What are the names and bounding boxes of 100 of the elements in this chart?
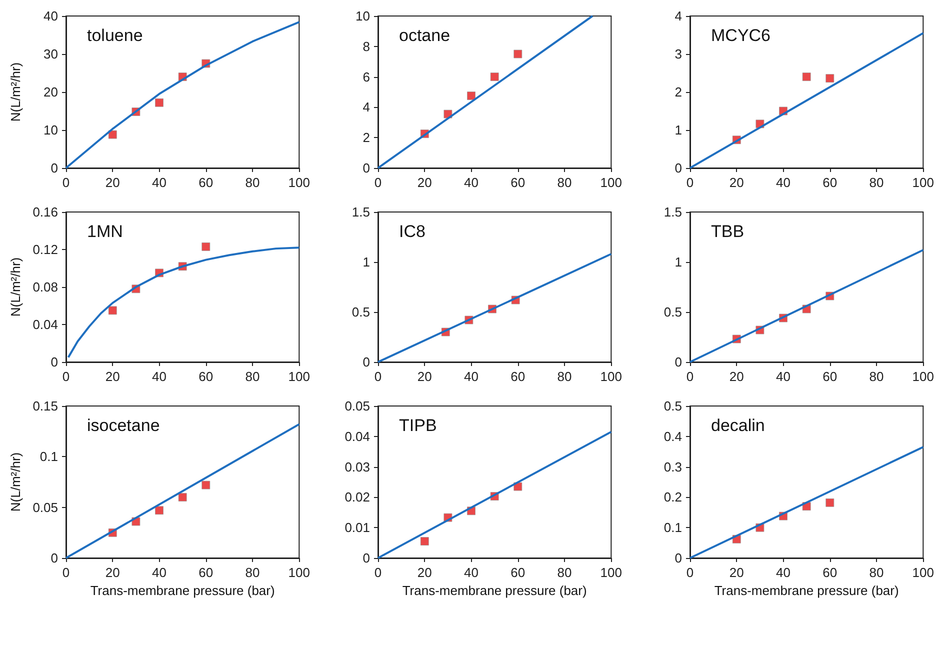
x-tick-label: 20 — [417, 565, 432, 580]
y-tick-label: 0.12 — [32, 242, 58, 257]
x-tick-label: 60 — [198, 565, 214, 580]
y-axis-title: N(L/m²/hr) — [8, 452, 23, 512]
x-tick-label: 20 — [417, 369, 432, 384]
x-axis-title: Trans-membrane pressure (bar) — [402, 583, 587, 598]
text: decalin — [711, 416, 765, 435]
y-tick-label: 0.5 — [352, 304, 370, 320]
y-tick-label: 0.1 — [664, 520, 682, 536]
y-tick-label: 0 — [50, 160, 58, 176]
y-tick-label: 0.05 — [32, 500, 58, 515]
x-tick-label: 60 — [198, 369, 214, 384]
x-tick-label: 80 — [245, 565, 260, 580]
x-tick-label: 100 — [600, 369, 622, 384]
y-tick-label: 0 — [362, 160, 370, 176]
x-tick-label: 80 — [869, 369, 884, 384]
y-tick-label: 4 — [674, 8, 682, 24]
y-tick-label: 0.3 — [664, 459, 682, 474]
x-tick-label: 100 — [600, 565, 622, 580]
line-series — [67, 246, 300, 358]
x-axis-title: Trans-membrane pressure (bar) — [714, 583, 899, 598]
point — [802, 72, 811, 82]
y-tick-label: 3 — [674, 46, 682, 62]
point — [826, 74, 834, 83]
point — [467, 92, 476, 100]
x-tick-label: 20 — [105, 369, 120, 384]
x-tick-label: 40 — [152, 565, 166, 580]
point — [514, 50, 522, 58]
x-tick-label: 20 — [105, 565, 120, 580]
y-tick-label: 0.16 — [32, 204, 58, 220]
y-tick-label: 0.5 — [664, 304, 682, 320]
x-tick-label: 0 — [686, 369, 694, 384]
x-tick-label: 80 — [245, 175, 260, 190]
text: TIPB — [399, 416, 437, 435]
point — [155, 98, 164, 107]
x-tick-label: 40 — [464, 175, 478, 190]
x-tick-label: 20 — [417, 175, 432, 190]
y-tick-label: 0.15 — [32, 398, 58, 414]
y-tick-label: 8 — [362, 38, 370, 54]
x-tick-label: 100 — [288, 565, 310, 580]
point — [108, 130, 117, 139]
y-tick-label: 0.01 — [344, 520, 370, 536]
x-tick-label: 20 — [729, 369, 744, 384]
point — [108, 306, 117, 315]
y-axis-title: N(L/m²/hr) — [8, 257, 23, 317]
y-tick-label: 1 — [362, 254, 370, 270]
point — [826, 498, 834, 507]
x-tick-label: 20 — [105, 175, 120, 190]
y-tick-label: 6 — [362, 69, 370, 84]
x-tick-label: 40 — [464, 565, 478, 580]
x-tick-label: 0 — [374, 369, 382, 384]
text: IC8 — [399, 222, 426, 241]
text: isocetane — [87, 416, 160, 435]
y-tick-label: 0 — [674, 160, 682, 176]
x-tick-label: 60 — [198, 175, 214, 190]
y-tick-label: 1.5 — [352, 204, 370, 220]
x-tick-label: 0 — [62, 175, 70, 190]
y-tick-label: 0.04 — [32, 317, 58, 332]
x-tick-label: 60 — [510, 565, 526, 580]
point — [178, 492, 187, 502]
x-tick-label: 0 — [374, 175, 382, 190]
y-tick-label: 10 — [356, 8, 370, 24]
x-tick-label: 100 — [288, 175, 310, 190]
y-tick-label: 0 — [50, 550, 58, 566]
y-tick-label: 1.5 — [664, 204, 682, 220]
x-tick-label: 40 — [776, 565, 790, 580]
x-tick-label: 80 — [557, 175, 572, 190]
y-tick-label: 40 — [44, 8, 58, 24]
x-tick-label: 0 — [62, 565, 70, 580]
x-tick-label: 100 — [912, 565, 934, 580]
x-tick-label: 40 — [464, 369, 478, 384]
y-tick-label: 0.4 — [664, 428, 682, 444]
text: toluene — [87, 26, 143, 45]
y-tick-label: 1 — [674, 254, 682, 270]
x-tick-label: 100 — [912, 175, 934, 190]
x-tick-label: 60 — [822, 369, 838, 384]
x-tick-label: 80 — [557, 369, 572, 384]
x-tick-label: 60 — [822, 175, 838, 190]
x-tick-label: 20 — [729, 565, 744, 580]
y-tick-label: 0.1 — [40, 449, 58, 464]
x-tick-label: 40 — [776, 175, 790, 190]
point — [420, 537, 429, 546]
y-tick-label: 0 — [362, 354, 370, 370]
x-tick-label: 100 — [288, 369, 310, 384]
x-tick-label: 80 — [557, 565, 572, 580]
y-tick-label: 20 — [44, 84, 58, 100]
x-tick-label: 0 — [686, 565, 694, 580]
x-tick-label: 100 — [600, 175, 622, 190]
x-tick-label: 60 — [510, 175, 526, 190]
text: TBB — [711, 222, 744, 241]
x-tick-label: 100 — [912, 369, 934, 384]
y-tick-label: 0.08 — [32, 280, 58, 294]
x-tick-label: 60 — [510, 369, 526, 384]
point — [490, 72, 499, 82]
y-tick-label: 0 — [674, 354, 682, 370]
x-tick-label: 40 — [152, 369, 166, 384]
x-tick-label: 0 — [374, 565, 382, 580]
y-tick-label: 2 — [674, 84, 682, 100]
y-tick-label: 0 — [674, 550, 682, 566]
y-tick-label: 0.02 — [344, 490, 370, 505]
